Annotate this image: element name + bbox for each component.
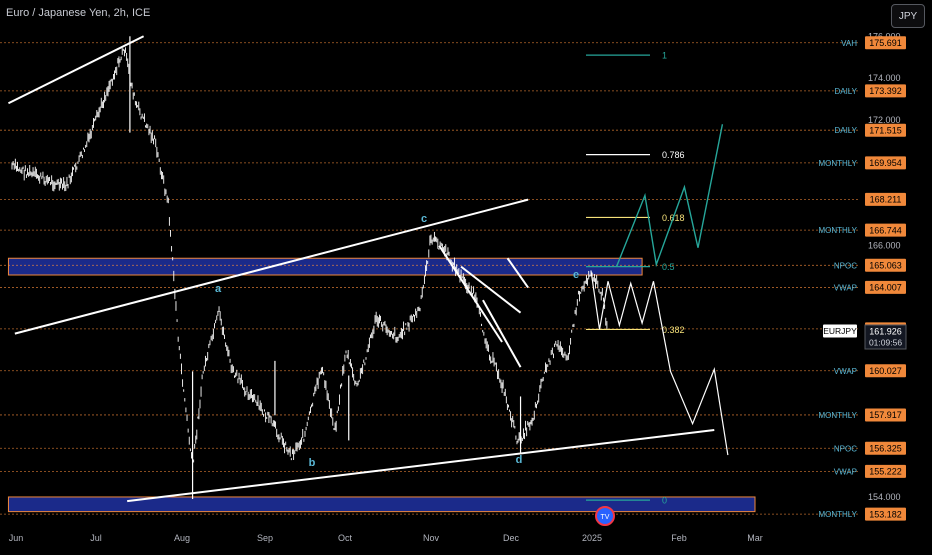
level-price-9: 160.027 bbox=[869, 366, 902, 376]
level-price-tag-6 bbox=[865, 258, 906, 272]
level-price-1: 173.392 bbox=[869, 86, 902, 96]
level-price-11: 156.325 bbox=[869, 443, 902, 453]
level-price-4: 168.211 bbox=[870, 195, 902, 205]
level-price-tag-13 bbox=[865, 507, 906, 521]
level-name-10: MONTHLY bbox=[818, 411, 857, 420]
projection-bullish bbox=[615, 124, 724, 268]
level-price-tag-3 bbox=[865, 156, 906, 170]
level-price-tag-10 bbox=[865, 408, 906, 422]
trendline-4 bbox=[460, 265, 522, 314]
candle-layer bbox=[11, 47, 608, 471]
wave-label-d: d bbox=[516, 454, 523, 466]
level-name-6: NPOC bbox=[834, 261, 857, 270]
current-price-value: 161.926 bbox=[869, 326, 902, 336]
level-price-5: 166.744 bbox=[869, 225, 902, 235]
fib-label-5: 0 bbox=[662, 496, 667, 506]
wave-label-a: a bbox=[215, 283, 222, 295]
trendline-2 bbox=[127, 428, 715, 503]
fib-label-0: 1 bbox=[662, 51, 667, 61]
x-tick-Dec: Dec bbox=[503, 533, 520, 543]
level-price-tag-2 bbox=[865, 123, 906, 137]
level-name-1: DAILY bbox=[834, 87, 857, 96]
level-price-tag-12 bbox=[865, 464, 906, 478]
level-price-tag-5 bbox=[865, 223, 906, 237]
symbol-tag-label: EURJPY bbox=[823, 326, 857, 336]
level-price-tag-9 bbox=[865, 364, 906, 378]
x-tick-Oct: Oct bbox=[338, 533, 353, 543]
level-price-3: 169.954 bbox=[869, 158, 902, 168]
level-name-7: VWAP bbox=[834, 283, 857, 292]
trendline-3 bbox=[438, 245, 503, 343]
level-name-0: VAH bbox=[841, 39, 857, 48]
level-price-0: 175.691 bbox=[869, 38, 902, 48]
level-name-11: NPOC bbox=[834, 444, 857, 453]
level-name-5: MONTHLY bbox=[818, 226, 857, 235]
fib-label-1: 0.786 bbox=[662, 150, 685, 160]
level-name-9: VWAP bbox=[834, 367, 857, 376]
y-tick-1: 174.000 bbox=[868, 73, 901, 83]
level-price-tag-1 bbox=[865, 84, 906, 98]
y-tick-4: 154.000 bbox=[868, 492, 901, 502]
wave-label-e: e bbox=[573, 269, 579, 281]
projection-bearish bbox=[590, 270, 729, 456]
level-name-12: VWAP bbox=[834, 467, 857, 476]
wave-label-c: c bbox=[421, 213, 427, 225]
level-price-10: 157.917 bbox=[869, 410, 902, 420]
currency-button[interactable]: JPY bbox=[891, 4, 925, 28]
x-tick-Jun: Jun bbox=[9, 533, 24, 543]
level-price-12: 155.222 bbox=[869, 467, 902, 477]
y-tick-2: 172.000 bbox=[868, 115, 901, 125]
x-tick-Jul: Jul bbox=[90, 533, 102, 543]
logo-circle bbox=[595, 506, 615, 526]
level-price-13: 153.182 bbox=[869, 509, 902, 519]
fib-label-3: 0.5 bbox=[662, 262, 675, 272]
fib-label-4: 0.382 bbox=[662, 325, 685, 335]
chart-title: Euro / Japanese Yen, 2h, ICE bbox=[6, 7, 151, 19]
logo-text: TV bbox=[601, 514, 610, 521]
level-price-tag-7 bbox=[865, 280, 906, 294]
level-name-13: MONTHLY bbox=[818, 510, 857, 519]
supply-zone-0 bbox=[7, 257, 643, 276]
x-tick-Feb: Feb bbox=[671, 533, 687, 543]
y-tick-3: 166.000 bbox=[868, 241, 901, 251]
level-price-tag-0 bbox=[865, 36, 906, 50]
x-tick-Mar: Mar bbox=[747, 533, 763, 543]
x-tick-Aug: Aug bbox=[174, 533, 190, 543]
level-price-7: 164.007 bbox=[869, 283, 902, 293]
trendline-6 bbox=[506, 257, 529, 289]
level-name-3: MONTHLY bbox=[818, 159, 857, 168]
level-price-2: 171.515 bbox=[869, 125, 902, 135]
symbol-tag bbox=[823, 324, 857, 338]
level-price-6: 165.063 bbox=[869, 261, 902, 271]
trendline-1 bbox=[14, 198, 529, 335]
trendline-5 bbox=[482, 299, 522, 368]
level-name-2: DAILY bbox=[834, 126, 857, 135]
x-tick-Sep: Sep bbox=[257, 533, 273, 543]
x-tick-Nov: Nov bbox=[423, 533, 440, 543]
supply-zone-1 bbox=[7, 496, 756, 513]
candle-countdown: 01:09:56 bbox=[869, 337, 902, 347]
level-price-tag-11 bbox=[865, 441, 906, 455]
level-price-tag-4 bbox=[865, 192, 906, 206]
wave-label-b: b bbox=[309, 457, 316, 469]
tradingview-logo-icon: TV bbox=[595, 506, 615, 526]
current-price-box bbox=[864, 324, 907, 350]
x-tick-2025: 2025 bbox=[582, 533, 602, 543]
trendline-0 bbox=[8, 35, 145, 105]
